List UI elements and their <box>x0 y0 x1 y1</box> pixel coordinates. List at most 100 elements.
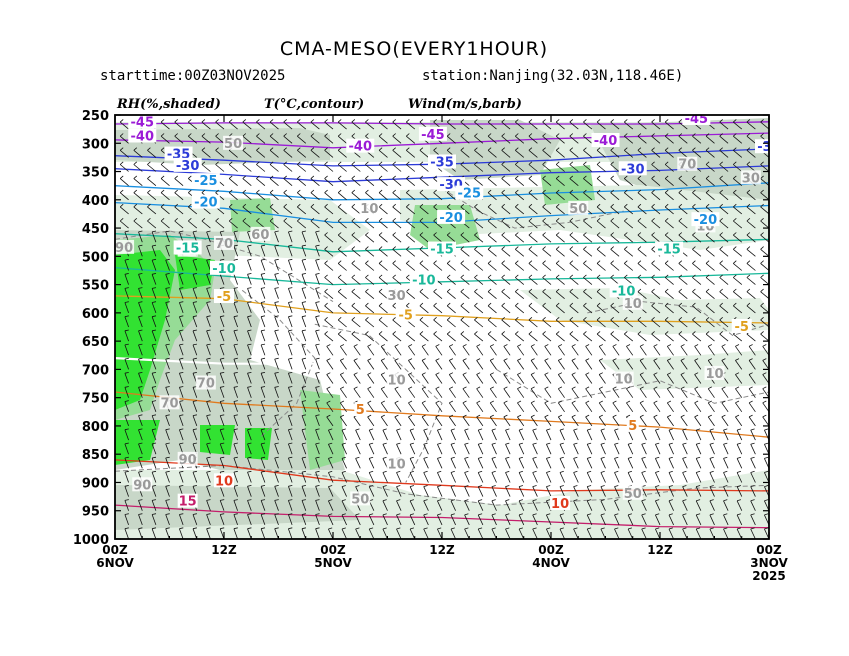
wind-barb-flag <box>206 258 211 261</box>
wind-barb-staff <box>353 360 361 370</box>
wind-barb-staff <box>219 274 225 285</box>
wind-barb-flag <box>315 273 320 275</box>
wind-barb-flag <box>651 133 655 137</box>
wind-barb-staff <box>165 373 170 384</box>
wind-barb-staff <box>651 305 661 314</box>
wind-barb-staff <box>517 346 525 356</box>
wind-barb-flag <box>341 499 346 502</box>
wind-barb-staff <box>515 192 525 201</box>
wind-barb-staff <box>719 149 729 158</box>
wind-barb-flag <box>585 414 590 418</box>
temperature-contour-label: -15 <box>657 243 681 258</box>
wind-barb-staff <box>487 234 497 243</box>
wind-barb-staff <box>247 471 252 483</box>
wind-barb-staff <box>596 333 606 342</box>
wind-barb-flag <box>474 175 478 179</box>
wind-barb-flag <box>651 175 655 179</box>
wind-barb-flag <box>392 203 396 208</box>
wind-barb-staff <box>651 178 661 187</box>
wind-barb-staff <box>378 333 388 342</box>
wind-barb-staff <box>179 344 184 356</box>
wind-barb-staff <box>437 528 443 539</box>
wind-barb-flag <box>764 442 769 445</box>
wind-barb-flag <box>641 428 646 431</box>
wind-barb-staff <box>678 263 688 271</box>
wind-barb-staff <box>310 135 320 144</box>
wind-barb-flag <box>518 470 524 473</box>
wind-barb-staff <box>746 248 756 257</box>
wind-barb-staff <box>641 472 647 483</box>
wind-barb-staff <box>206 500 211 511</box>
wind-barb-flag <box>762 372 767 375</box>
wind-barb-staff <box>274 429 279 441</box>
wind-barb-flag <box>487 189 492 194</box>
wind-barb-flag <box>555 316 560 321</box>
wind-barb-flag <box>680 344 685 347</box>
wind-barb-staff <box>583 234 593 243</box>
wind-barb-staff <box>274 471 279 483</box>
wind-barb-staff <box>518 444 525 455</box>
wind-barb-staff <box>165 231 170 243</box>
wind-barb-flag <box>505 527 510 530</box>
wind-barb-staff <box>571 346 579 356</box>
wind-barb-staff <box>762 360 769 370</box>
wind-barb-flag <box>542 274 546 278</box>
wind-barb-flag <box>501 274 505 278</box>
wind-barb-staff <box>610 263 620 271</box>
wind-barb-staff <box>446 192 456 201</box>
wind-barb-staff <box>517 388 525 398</box>
wind-barb-flag <box>678 288 683 292</box>
temperature-label-bg <box>128 128 157 143</box>
wind-barb-staff <box>192 429 198 441</box>
wind-barb-flag <box>138 301 143 303</box>
temperature-contour-label: -35 <box>757 140 781 155</box>
wind-barb-flag <box>569 331 574 335</box>
wind-barb-flag <box>585 386 590 390</box>
wind-barb-staff <box>219 387 225 398</box>
wind-barb-flag <box>708 386 712 390</box>
wind-barb-staff <box>328 458 334 469</box>
wind-barb-staff <box>719 305 729 314</box>
wind-barb-flag <box>719 288 723 292</box>
wind-barb-staff <box>748 388 756 398</box>
wind-barb-staff <box>367 346 375 356</box>
wind-barb-flag <box>487 119 492 123</box>
temperature-contour-label: 5 <box>356 403 365 418</box>
wind-barb-flag <box>641 442 646 445</box>
wind-barb-flag <box>351 119 356 123</box>
wind-barb-flag <box>587 442 592 445</box>
wind-barb-staff <box>664 178 674 187</box>
wind-barb-flag <box>596 147 601 151</box>
wind-barb-staff <box>219 330 225 342</box>
wind-barb-staff <box>206 231 211 243</box>
wind-barb-flag <box>179 230 184 233</box>
temperature-variable-label: T(°C,contour) <box>264 97 364 112</box>
wind-barb-staff <box>515 149 525 158</box>
wind-barb-flag <box>138 400 143 402</box>
wind-barb-flag <box>505 428 510 431</box>
wind-barb-staff <box>124 500 129 511</box>
wind-barb-flag <box>288 329 293 332</box>
wind-barb-staff <box>206 259 211 271</box>
wind-barb-staff <box>288 259 293 271</box>
wind-barb-staff <box>719 220 729 229</box>
wind-barb-staff <box>392 192 402 201</box>
wind-barb-flag <box>528 288 533 292</box>
wind-barb-staff <box>694 360 702 370</box>
wind-barb-staff <box>733 149 743 158</box>
wind-barb-staff <box>680 360 688 370</box>
wind-barb-flag <box>559 428 564 431</box>
wind-barb-flag <box>152 428 157 431</box>
wind-barb-staff <box>733 220 743 229</box>
wind-barb-staff <box>569 291 579 300</box>
wind-barb-flag <box>324 302 328 307</box>
wind-barb-flag <box>220 428 225 431</box>
wind-barb-flag <box>419 316 424 321</box>
wind-barb-staff <box>692 135 702 144</box>
wind-barb-staff <box>624 333 634 342</box>
wind-barb-flag <box>324 119 328 123</box>
wind-barb-staff <box>315 500 320 511</box>
wind-barb-flag <box>476 344 481 347</box>
wind-barb-flag <box>719 119 723 123</box>
wind-barb-flag <box>559 485 564 487</box>
